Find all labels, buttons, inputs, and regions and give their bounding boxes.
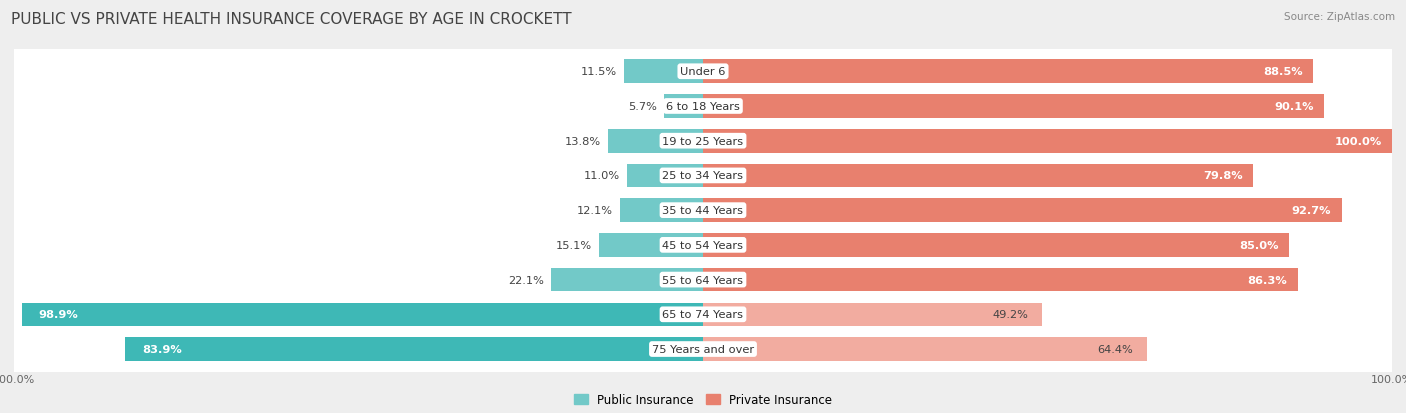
Text: 65 to 74 Years: 65 to 74 Years xyxy=(662,310,744,320)
Text: 11.5%: 11.5% xyxy=(581,67,617,77)
Text: 92.7%: 92.7% xyxy=(1292,206,1331,216)
Text: 100.0%: 100.0% xyxy=(1334,136,1382,146)
Text: 75 Years and over: 75 Years and over xyxy=(652,344,754,354)
Text: 55 to 64 Years: 55 to 64 Years xyxy=(662,275,744,285)
Bar xyxy=(703,60,1313,84)
FancyBboxPatch shape xyxy=(7,249,1399,311)
Text: 86.3%: 86.3% xyxy=(1247,275,1288,285)
Bar xyxy=(703,95,1323,119)
FancyBboxPatch shape xyxy=(7,42,1399,102)
Bar xyxy=(607,130,703,153)
Bar xyxy=(21,303,703,326)
Text: 19 to 25 Years: 19 to 25 Years xyxy=(662,136,744,146)
FancyBboxPatch shape xyxy=(7,319,1399,380)
Bar xyxy=(703,337,1147,361)
Text: 98.9%: 98.9% xyxy=(39,310,79,320)
Bar xyxy=(599,233,703,257)
Bar xyxy=(703,130,1392,153)
Bar xyxy=(627,164,703,188)
FancyBboxPatch shape xyxy=(7,215,1399,276)
FancyBboxPatch shape xyxy=(7,111,1399,172)
Text: 15.1%: 15.1% xyxy=(555,240,592,250)
FancyBboxPatch shape xyxy=(7,145,1399,206)
Bar xyxy=(703,164,1253,188)
Bar xyxy=(703,268,1298,292)
Text: 88.5%: 88.5% xyxy=(1263,67,1302,77)
FancyBboxPatch shape xyxy=(7,284,1399,345)
FancyBboxPatch shape xyxy=(7,76,1399,137)
Bar xyxy=(620,199,703,223)
Text: 25 to 34 Years: 25 to 34 Years xyxy=(662,171,744,181)
Text: 35 to 44 Years: 35 to 44 Years xyxy=(662,206,744,216)
Text: 6 to 18 Years: 6 to 18 Years xyxy=(666,102,740,112)
Text: 12.1%: 12.1% xyxy=(576,206,613,216)
Text: 79.8%: 79.8% xyxy=(1202,171,1243,181)
Text: 13.8%: 13.8% xyxy=(565,136,600,146)
Bar xyxy=(703,303,1042,326)
Bar xyxy=(703,199,1341,223)
Text: 11.0%: 11.0% xyxy=(585,171,620,181)
Bar xyxy=(664,95,703,119)
Text: Source: ZipAtlas.com: Source: ZipAtlas.com xyxy=(1284,12,1395,22)
Text: Under 6: Under 6 xyxy=(681,67,725,77)
Text: 83.9%: 83.9% xyxy=(142,344,181,354)
FancyBboxPatch shape xyxy=(7,180,1399,241)
Bar xyxy=(551,268,703,292)
Text: 22.1%: 22.1% xyxy=(508,275,544,285)
Text: 85.0%: 85.0% xyxy=(1239,240,1278,250)
Text: 49.2%: 49.2% xyxy=(993,310,1028,320)
Text: 45 to 54 Years: 45 to 54 Years xyxy=(662,240,744,250)
Bar xyxy=(703,233,1289,257)
Text: PUBLIC VS PRIVATE HEALTH INSURANCE COVERAGE BY AGE IN CROCKETT: PUBLIC VS PRIVATE HEALTH INSURANCE COVER… xyxy=(11,12,572,27)
Legend: Public Insurance, Private Insurance: Public Insurance, Private Insurance xyxy=(569,389,837,411)
Text: 90.1%: 90.1% xyxy=(1274,102,1313,112)
Text: 5.7%: 5.7% xyxy=(628,102,657,112)
Bar xyxy=(624,60,703,84)
Text: 64.4%: 64.4% xyxy=(1097,344,1133,354)
Bar xyxy=(125,337,703,361)
